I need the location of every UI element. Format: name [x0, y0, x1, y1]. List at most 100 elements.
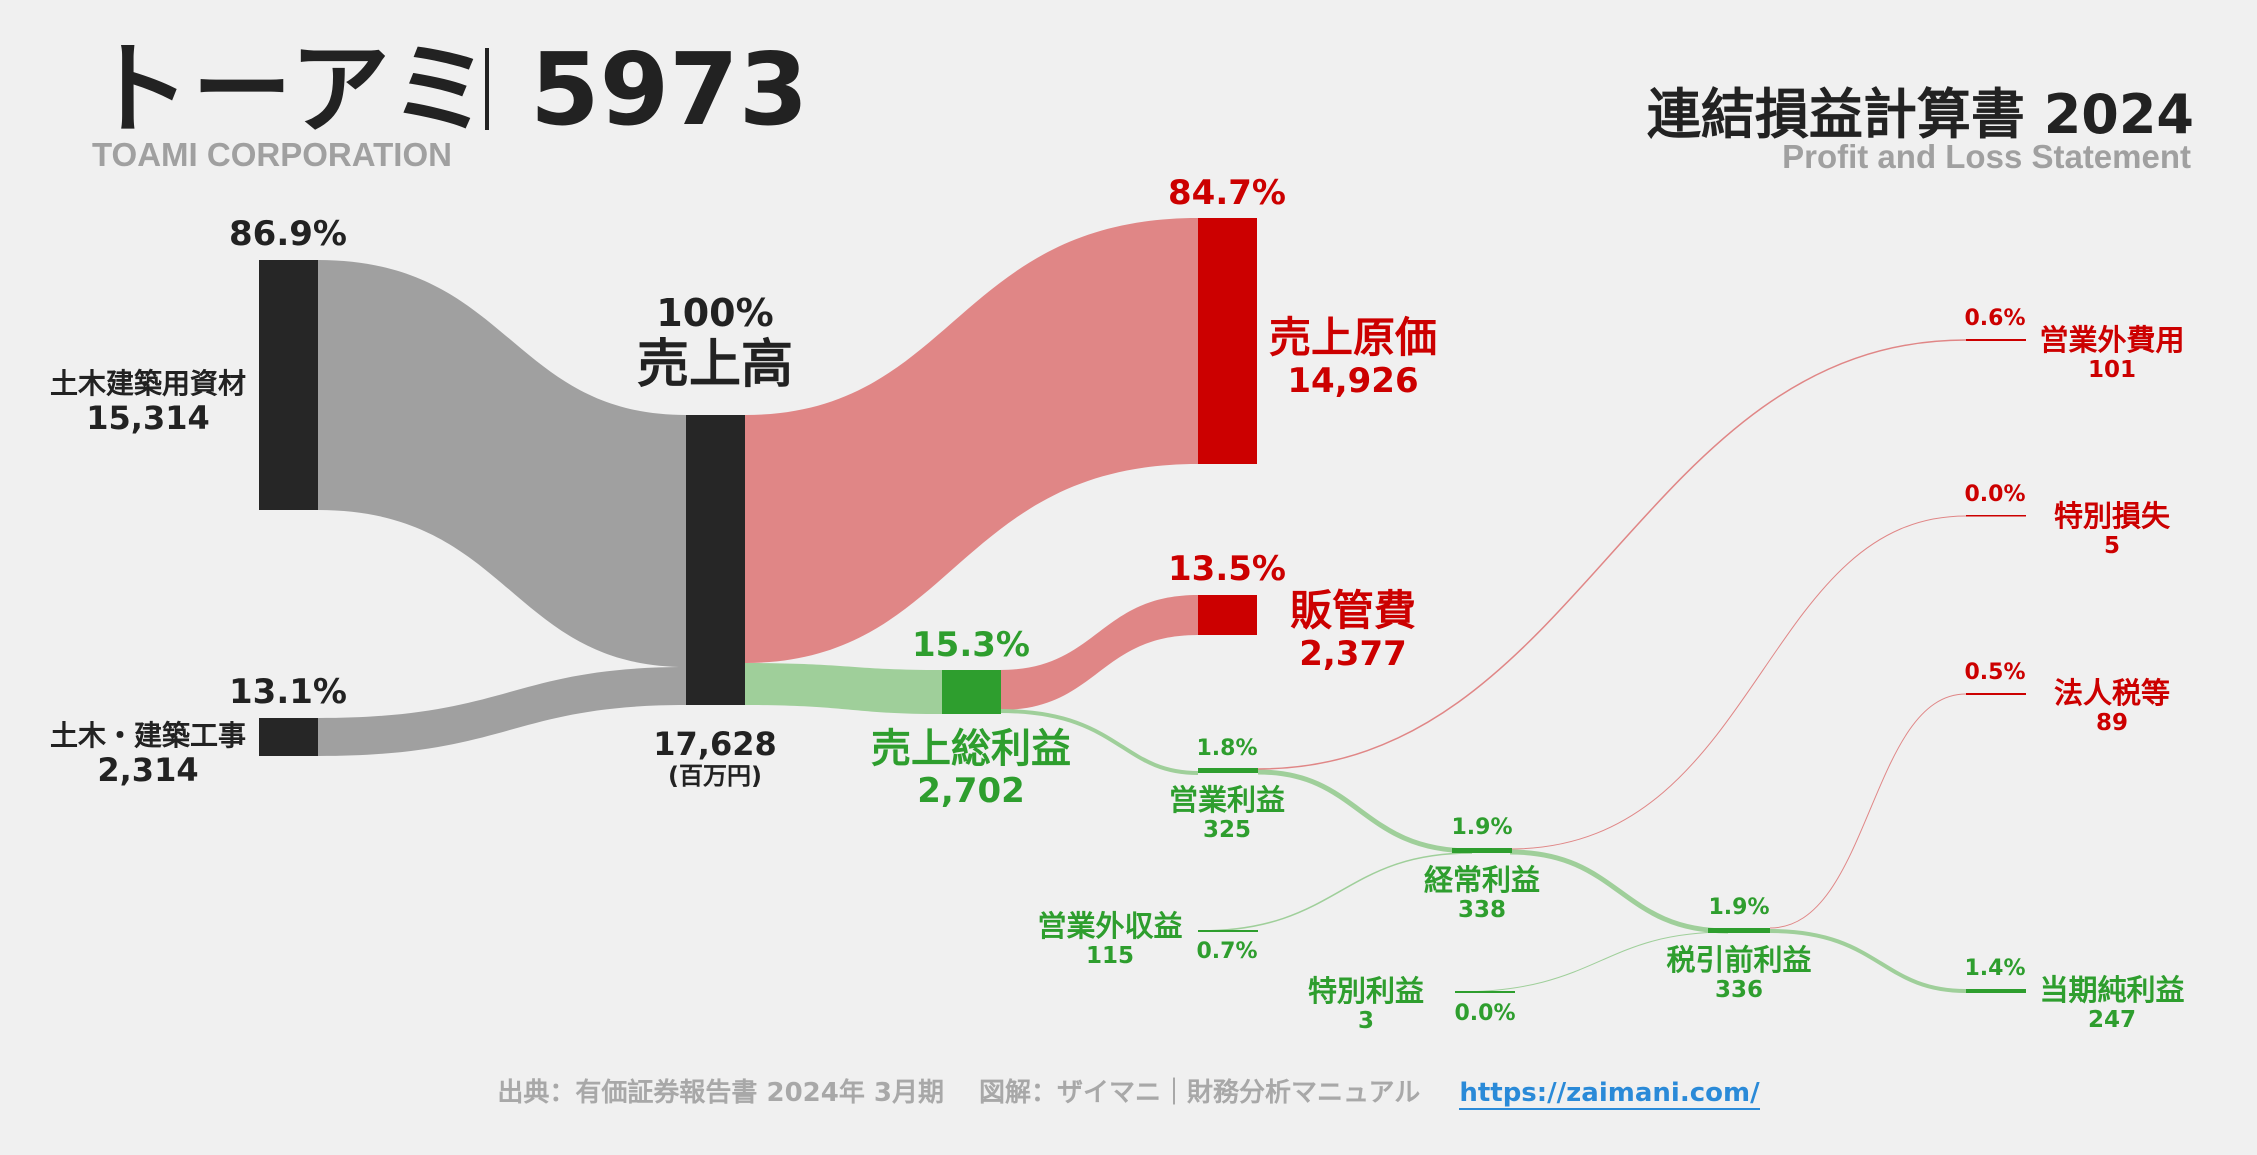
statement-english-title: Profit and Loss Statement — [1782, 138, 2191, 175]
civil-works-pct: 13.1% — [229, 672, 347, 712]
non-operating-expense-value: 101 — [2087, 357, 2137, 384]
statement-title: 連結損益計算書 2024 — [1646, 83, 2194, 146]
operating-profit-label: 営業利益 325 — [1168, 783, 1286, 844]
company-english-name: TOAMI CORPORATION — [92, 136, 452, 173]
non-operating-income-label: 営業外収益 115 — [1037, 909, 1183, 970]
revenue-name: 売上高 — [636, 334, 794, 395]
income-tax-value: 89 — [2095, 710, 2129, 737]
operating-profit-pct: 1.8% — [1196, 736, 1258, 761]
non-operating-expense-name: 営業外費用 — [2039, 323, 2185, 357]
pretax-profit-pct: 1.9% — [1708, 895, 1770, 920]
net-profit-value: 247 — [2087, 1007, 2137, 1034]
company-name: トーアミ — [90, 31, 492, 148]
node-cogs — [1198, 218, 1257, 464]
non-operating-expense-label: 営業外費用 101 — [2039, 323, 2185, 384]
flow-pretax-profit-to-net-profit — [1769, 929, 1967, 993]
income-tax-label: 法人税等 89 — [2053, 676, 2171, 737]
flow-revenue-to-gross-profit — [745, 663, 942, 714]
cogs-label: 売上原価 14,926 — [1268, 313, 1438, 402]
node-civil-works — [259, 718, 318, 756]
civil-works-label: 土木・建築工事 2,314 — [49, 719, 247, 790]
flow-operating-profit-to-non-operating-expense — [1257, 339, 1967, 770]
ordinary-profit-name: 経常利益 — [1423, 863, 1541, 897]
node-extraordinary-loss — [1966, 515, 2026, 517]
extraordinary-loss-label: 特別損失 5 — [2053, 499, 2171, 560]
node-gross-profit — [942, 670, 1001, 714]
ordinary-profit-label: 経常利益 338 — [1423, 863, 1541, 924]
non-operating-income-value: 115 — [1085, 943, 1135, 970]
extraordinary-loss-value: 5 — [2103, 533, 2121, 560]
ordinary-profit-value: 338 — [1457, 897, 1507, 924]
extraordinary-income-value: 3 — [1357, 1008, 1375, 1035]
revenue-unit: (百万円) — [668, 761, 762, 790]
civil-works-value: 2,314 — [97, 751, 199, 790]
flow-revenue-to-cogs — [745, 218, 1198, 663]
revenue-value-label: 17,628 (百万円) — [653, 726, 776, 790]
non-operating-income-name: 営業外収益 — [1037, 909, 1183, 943]
revenue-label: 100% 売上高 — [636, 291, 794, 395]
flow-gross-profit-to-operating-profit — [999, 709, 1199, 775]
gross-profit-label: 売上総利益 2,702 — [871, 726, 1071, 811]
civil-materials-value: 15,314 — [86, 399, 210, 438]
flow-pretax-profit-to-income-tax — [1769, 693, 1967, 929]
revenue-value: 17,628 — [653, 725, 777, 763]
node-net-profit — [1966, 989, 2026, 993]
non-operating-income-pct: 0.7% — [1196, 939, 1258, 964]
operating-profit-name: 営業利益 — [1168, 783, 1286, 817]
ordinary-profit-pct: 1.9% — [1451, 815, 1513, 840]
footer-source: 出典：有価証券報告書 2024年 3月期 図解：ザイマニ｜財務分析マニュアル — [497, 1078, 1421, 1108]
net-profit-pct: 1.4% — [1964, 956, 2026, 981]
sga-pct: 13.5% — [1168, 549, 1286, 589]
cogs-pct: 84.7% — [1168, 173, 1286, 213]
gross-profit-value: 2,702 — [917, 771, 1025, 811]
non-operating-expense-pct: 0.6% — [1964, 306, 2026, 331]
civil-works-name: 土木・建築工事 — [49, 719, 247, 752]
income-tax-name: 法人税等 — [2053, 676, 2171, 710]
net-profit-name: 当期純利益 — [2039, 973, 2185, 1007]
sga-label: 販管費 2,377 — [1289, 586, 1417, 675]
flow-ordinary-profit-to-pretax-profit — [1509, 849, 1729, 934]
gross-profit-pct: 15.3% — [912, 625, 1030, 665]
sga-value: 2,377 — [1299, 634, 1407, 675]
extraordinary-income-name: 特別利益 — [1307, 974, 1425, 1008]
pretax-profit-name: 税引前利益 — [1666, 943, 1812, 977]
gross-profit-name: 売上総利益 — [871, 726, 1071, 772]
flow-civil-works-to-revenue — [318, 667, 686, 756]
extraordinary-loss-name: 特別損失 — [2053, 499, 2171, 533]
flow-non-operating-income-to-ordinary-profit — [1197, 852, 1473, 932]
node-ordinary-profit — [1452, 848, 1512, 853]
flow-gross-profit-to-sga — [1000, 595, 1198, 710]
cogs-value: 14,926 — [1287, 361, 1419, 402]
node-non-operating-income — [1198, 930, 1258, 932]
flow-ordinary-profit-to-extraordinary-loss — [1509, 515, 1967, 850]
node-sga — [1198, 595, 1257, 635]
footer: 出典：有価証券報告書 2024年 3月期 図解：ザイマニ｜財務分析マニュアル h… — [0, 1072, 2257, 1110]
footer-url-link[interactable]: https://zaimani.com/ — [1459, 1078, 1760, 1110]
node-extraordinary-income — [1455, 991, 1515, 993]
operating-profit-value: 325 — [1202, 817, 1252, 844]
node-income-tax — [1966, 693, 2026, 695]
flow-extraordinary-income-to-pretax-profit — [1454, 931, 1729, 993]
extraordinary-income-label: 特別利益 3 — [1307, 974, 1425, 1035]
extraordinary-income-pct: 0.0% — [1454, 1001, 1516, 1026]
income-tax-pct: 0.5% — [1964, 660, 2026, 685]
node-operating-profit — [1198, 768, 1258, 773]
pretax-profit-value: 336 — [1714, 977, 1764, 1004]
net-profit-label: 当期純利益 247 — [2039, 973, 2185, 1034]
node-non-operating-expense — [1966, 339, 2026, 341]
title-divider — [485, 48, 489, 130]
civil-materials-pct: 86.9% — [229, 214, 347, 254]
civil-materials-name: 土木建築用資材 — [49, 367, 247, 400]
revenue-pct: 100% — [656, 291, 774, 335]
civil-materials-label: 土木建築用資材 15,314 — [49, 367, 247, 438]
sga-name: 販管費 — [1289, 586, 1417, 635]
cogs-name: 売上原価 — [1268, 313, 1438, 362]
flow-operating-profit-to-ordinary-profit — [1257, 769, 1473, 854]
node-revenue — [686, 415, 745, 705]
company-code: 5973 — [530, 31, 809, 148]
flow-civil-materials-to-revenue — [318, 260, 686, 667]
pretax-profit-label: 税引前利益 336 — [1666, 943, 1812, 1004]
node-pretax-profit — [1708, 928, 1770, 933]
extraordinary-loss-pct: 0.0% — [1964, 482, 2026, 507]
